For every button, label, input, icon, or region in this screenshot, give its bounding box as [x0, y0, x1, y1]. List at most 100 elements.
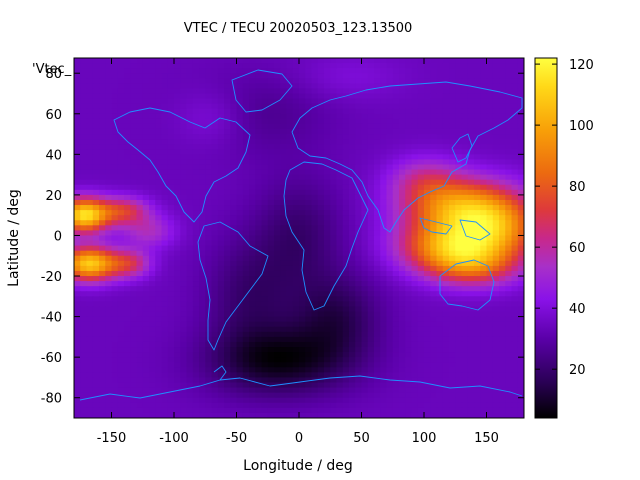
- heatmap-cell: [305, 220, 313, 226]
- heatmap-cell: [199, 63, 206, 69]
- heatmap-cell: [192, 189, 200, 196]
- heatmap-cell: [305, 113, 313, 120]
- heatmap-cell: [411, 402, 419, 409]
- heatmap-cell: [411, 73, 419, 79]
- heatmap-cell: [342, 215, 350, 221]
- heatmap-cell: [267, 83, 275, 90]
- heatmap-cell: [405, 149, 413, 155]
- heatmap-cell: [124, 387, 131, 394]
- heatmap-cell: [280, 347, 288, 353]
- heatmap-cell: [442, 245, 450, 252]
- heatmap-cell: [499, 123, 506, 130]
- heatmap-cell: [392, 184, 400, 191]
- heatmap-cell: [142, 377, 150, 384]
- heatmap-cell: [392, 159, 400, 166]
- heatmap-cell: [217, 194, 225, 201]
- heatmap-cell: [392, 321, 400, 328]
- heatmap-cell: [499, 179, 506, 186]
- heatmap-cell: [486, 341, 494, 348]
- heatmap-cell: [430, 276, 438, 282]
- heatmap-cell: [361, 235, 369, 242]
- heatmap-cell: [349, 245, 356, 252]
- heatmap-cell: [255, 179, 263, 186]
- heatmap-cell: [280, 134, 288, 140]
- heatmap-cell: [392, 68, 400, 74]
- heatmap-cell: [80, 108, 88, 115]
- heatmap-cell: [142, 362, 150, 368]
- heatmap-cell: [255, 78, 263, 84]
- heatmap-cell: [199, 331, 206, 338]
- heatmap-cell: [311, 159, 319, 166]
- heatmap-cell: [230, 139, 238, 145]
- heatmap-cell: [367, 286, 375, 292]
- heatmap-cell: [386, 199, 394, 206]
- heatmap-cell: [474, 326, 481, 333]
- heatmap-cell: [424, 139, 431, 145]
- heatmap-cell: [99, 144, 106, 150]
- heatmap-cell: [242, 397, 250, 404]
- heatmap-cell: [411, 134, 419, 140]
- heatmap-cell: [174, 306, 181, 313]
- heatmap-cell: [505, 336, 513, 343]
- heatmap-cell: [130, 402, 138, 409]
- heatmap-cell: [361, 63, 369, 69]
- heatmap-cell: [286, 331, 294, 338]
- heatmap-cell: [205, 347, 213, 353]
- heatmap-cell: [224, 255, 231, 262]
- heatmap-cell: [449, 189, 456, 196]
- heatmap-cell: [255, 83, 263, 90]
- heatmap-cell: [380, 377, 388, 384]
- heatmap-cell: [499, 336, 506, 343]
- heatmap-cell: [392, 270, 400, 277]
- heatmap-cell: [380, 184, 388, 191]
- heatmap-cell: [274, 296, 281, 302]
- heatmap-cell: [355, 402, 363, 409]
- heatmap-cell: [311, 194, 319, 201]
- heatmap-cell: [417, 149, 425, 155]
- heatmap-cell: [92, 154, 100, 161]
- heatmap-cell: [505, 357, 513, 363]
- heatmap-cell: [211, 164, 219, 171]
- heatmap-cell: [280, 245, 288, 252]
- heatmap-cell: [142, 210, 150, 216]
- heatmap-cell: [480, 321, 488, 328]
- heatmap-cell: [474, 108, 481, 115]
- heatmap-cell: [224, 169, 231, 176]
- heatmap-cell: [174, 169, 181, 176]
- heatmap-cell: [499, 174, 506, 181]
- heatmap-cell: [492, 260, 500, 267]
- heatmap-cell: [449, 321, 456, 328]
- heatmap-cell: [430, 382, 438, 389]
- heatmap-cell: [136, 184, 144, 191]
- heatmap-cell: [455, 240, 463, 247]
- heatmap-cell: [405, 63, 413, 69]
- heatmap-cell: [149, 270, 156, 277]
- heatmap-cell: [74, 306, 81, 313]
- heatmap-cell: [292, 341, 300, 348]
- heatmap-cell: [461, 220, 469, 226]
- heatmap-cell: [461, 103, 469, 110]
- heatmap-cell: [311, 301, 319, 308]
- heatmap-cell: [324, 250, 331, 257]
- heatmap-cell: [199, 88, 206, 95]
- heatmap-cell: [86, 265, 94, 272]
- heatmap-cell: [442, 235, 450, 242]
- heatmap-cell: [255, 377, 263, 384]
- heatmap-cell: [436, 215, 444, 221]
- heatmap-cell: [374, 301, 381, 308]
- heatmap-cell: [211, 83, 219, 90]
- heatmap-cell: [324, 392, 331, 399]
- heatmap-cell: [449, 306, 456, 313]
- heatmap-cell: [455, 113, 463, 120]
- heatmap-cell: [499, 63, 506, 69]
- heatmap-cell: [267, 215, 275, 221]
- heatmap-cell: [317, 291, 325, 297]
- heatmap-cell: [267, 276, 275, 282]
- heatmap-cell: [330, 367, 338, 373]
- heatmap-cell: [180, 134, 188, 140]
- heatmap-cell: [474, 316, 481, 323]
- heatmap-cell: [399, 83, 406, 90]
- heatmap-cell: [392, 174, 400, 181]
- heatmap-cell: [180, 352, 188, 358]
- heatmap-cell: [317, 83, 325, 90]
